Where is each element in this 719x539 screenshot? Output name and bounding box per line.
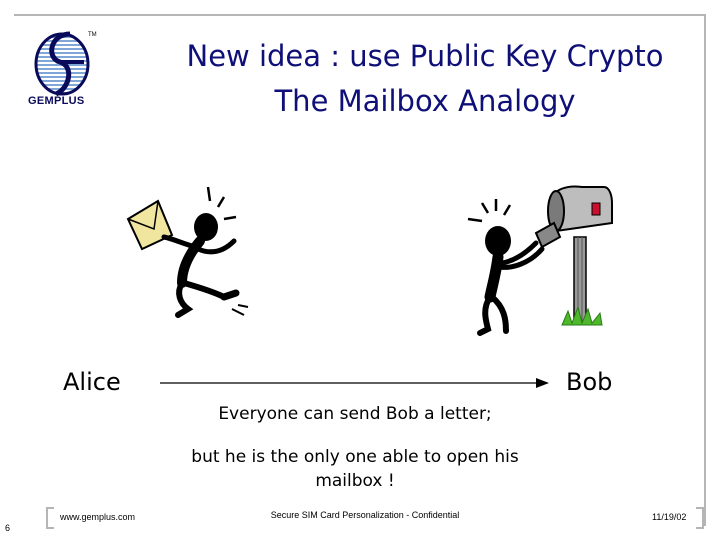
footer-confidential: Secure SIM Card Personalization - Confid… xyxy=(270,510,460,520)
footer-bracket-right xyxy=(696,507,704,529)
caption-everyone: Everyone can send Bob a letter; xyxy=(218,404,492,424)
page-number: 6 xyxy=(5,523,11,533)
mailbox-icon xyxy=(534,185,613,324)
footer-date: 11/19/02 xyxy=(652,512,687,522)
logo-text: GEMPLUS xyxy=(28,95,85,107)
alice-label: Alice xyxy=(63,368,121,396)
envelope-icon xyxy=(126,199,174,251)
gemplus-logo-icon: TM xyxy=(34,31,97,97)
arrow-right-icon xyxy=(160,378,549,388)
bob-label: Bob xyxy=(566,368,613,396)
alice-sending-letter-illustration xyxy=(126,186,249,318)
slide-frame-top xyxy=(14,14,705,16)
bob-opening-mailbox-illustration xyxy=(467,185,613,336)
caption-only-bob: but he is the only one able to open his … xyxy=(191,447,519,491)
footer-url: www.gemplus.com xyxy=(60,512,136,522)
slide-title: New idea : use Public Key Crypto xyxy=(186,39,664,73)
trademark-symbol: TM xyxy=(88,32,97,38)
slide-frame-right xyxy=(704,14,706,526)
footer-bracket-left xyxy=(46,507,54,529)
slide-subtitle: The Mailbox Analogy xyxy=(274,84,576,118)
